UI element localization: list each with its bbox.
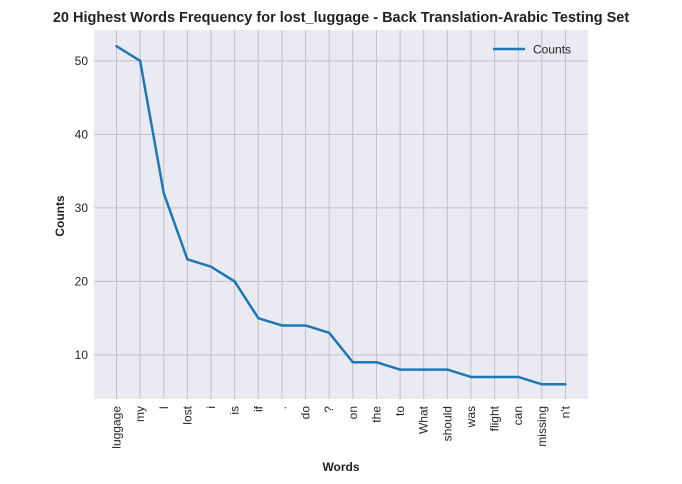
x-tick-label: flight — [488, 405, 502, 431]
x-tick-label: should — [440, 406, 454, 441]
legend-label-counts: Counts — [533, 43, 571, 57]
y-tick-label: 50 — [75, 54, 89, 68]
x-tick-label: I — [157, 406, 171, 409]
x-tick-label: to — [393, 406, 407, 416]
x-tick-label: . — [275, 406, 289, 409]
x-tick-label: ? — [322, 406, 336, 413]
plot-area — [94, 30, 588, 399]
x-axis-label: Words — [322, 460, 359, 474]
legend: Counts — [493, 43, 571, 57]
x-tick-label: is — [228, 406, 242, 415]
y-tick-label: 10 — [75, 348, 89, 362]
x-tick-label: lost — [180, 405, 194, 424]
y-tick-label: 20 — [75, 274, 89, 288]
x-tick-label: i — [204, 406, 218, 409]
y-tick-label: 40 — [75, 127, 89, 141]
x-tick-label: the — [369, 406, 383, 423]
x-tick-label: can — [511, 406, 525, 425]
series-line-counts — [115, 44, 567, 386]
x-tick-label: my — [133, 406, 147, 422]
x-tick-label: was — [464, 406, 478, 428]
y-tick-label: 30 — [75, 201, 89, 215]
y-tick-labels: 10 20 30 40 50 — [75, 54, 89, 362]
x-tick-label: luggage — [110, 406, 124, 449]
series-lines — [115, 44, 567, 386]
grid-lines — [94, 30, 588, 399]
x-tick-label: n't — [558, 405, 572, 418]
x-tick-label: What — [417, 405, 431, 434]
x-tick-label: missing — [535, 406, 549, 447]
x-tick-label: if — [251, 405, 265, 412]
chart-title: 20 Highest Words Frequency for lost_lugg… — [53, 10, 630, 26]
x-tick-label: do — [299, 406, 313, 420]
x-tick-label: on — [346, 406, 360, 419]
y-axis-label: Counts — [53, 195, 67, 237]
